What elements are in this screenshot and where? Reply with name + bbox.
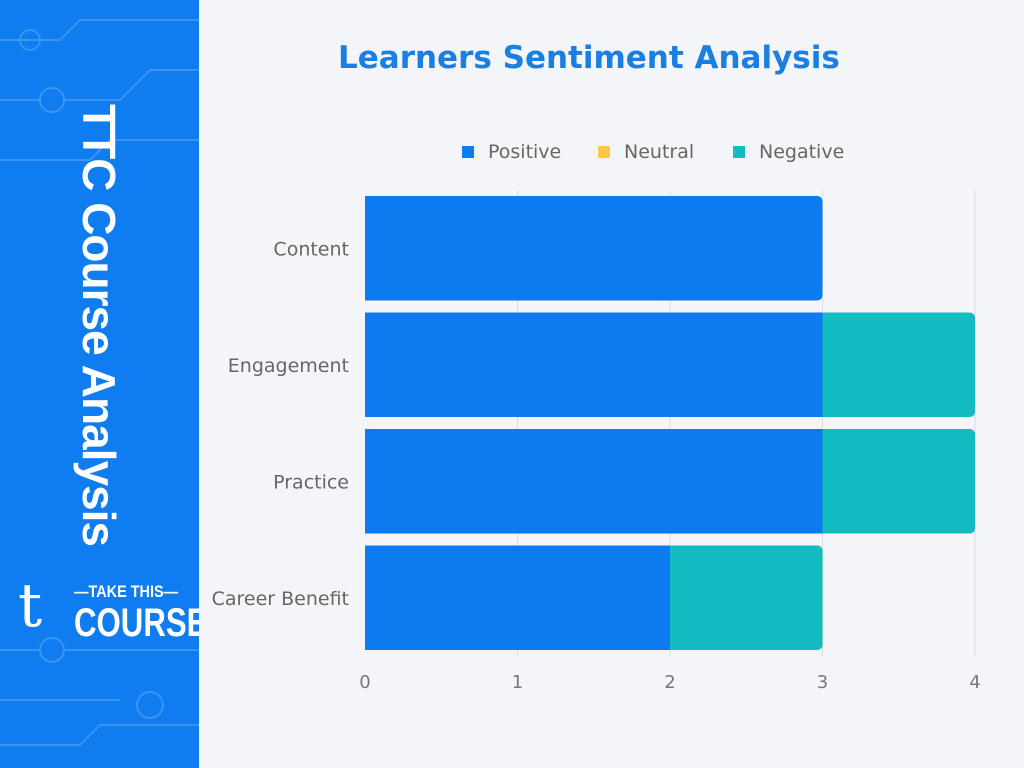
bar-positive (365, 429, 823, 534)
x-tick-label: 3 (817, 672, 828, 693)
logo-line2: COURSE (74, 601, 199, 645)
bar-negative (670, 545, 823, 650)
x-tick-label: 1 (512, 672, 523, 693)
legend-negative: Negative (733, 141, 844, 163)
bar-negative (822, 429, 975, 534)
sidebar: TTC Course Analysis t —TAKE THIS— COURSE (0, 0, 199, 768)
legend-swatch-neutral (598, 146, 610, 158)
bar-negative (822, 312, 975, 417)
legend-neutral: Neutral (598, 141, 694, 163)
legend-swatch-positive (462, 146, 474, 158)
chart-title: Learners Sentiment Analysis (338, 40, 840, 76)
bar-positive (365, 545, 670, 650)
circuit-pattern (0, 19, 199, 746)
legend-swatch-negative (733, 146, 745, 158)
x-tick-label: 0 (359, 672, 370, 693)
y-category-label: Practice (273, 471, 349, 493)
legend-label: Negative (759, 141, 845, 163)
bar-positive (365, 196, 823, 301)
logo-mark: t (18, 571, 43, 641)
y-category-label: Content (273, 238, 349, 260)
logo-line1: —TAKE THIS— (74, 582, 179, 601)
legend-label: Positive (488, 141, 562, 163)
legend-label: Neutral (624, 141, 695, 163)
y-category-label: Engagement (228, 355, 349, 377)
legend-positive: Positive (462, 141, 561, 163)
bar-positive (365, 312, 823, 417)
y-category-label: Career Benefit (212, 588, 349, 610)
x-tick-label: 4 (969, 672, 980, 693)
x-tick-label: 2 (664, 672, 675, 693)
